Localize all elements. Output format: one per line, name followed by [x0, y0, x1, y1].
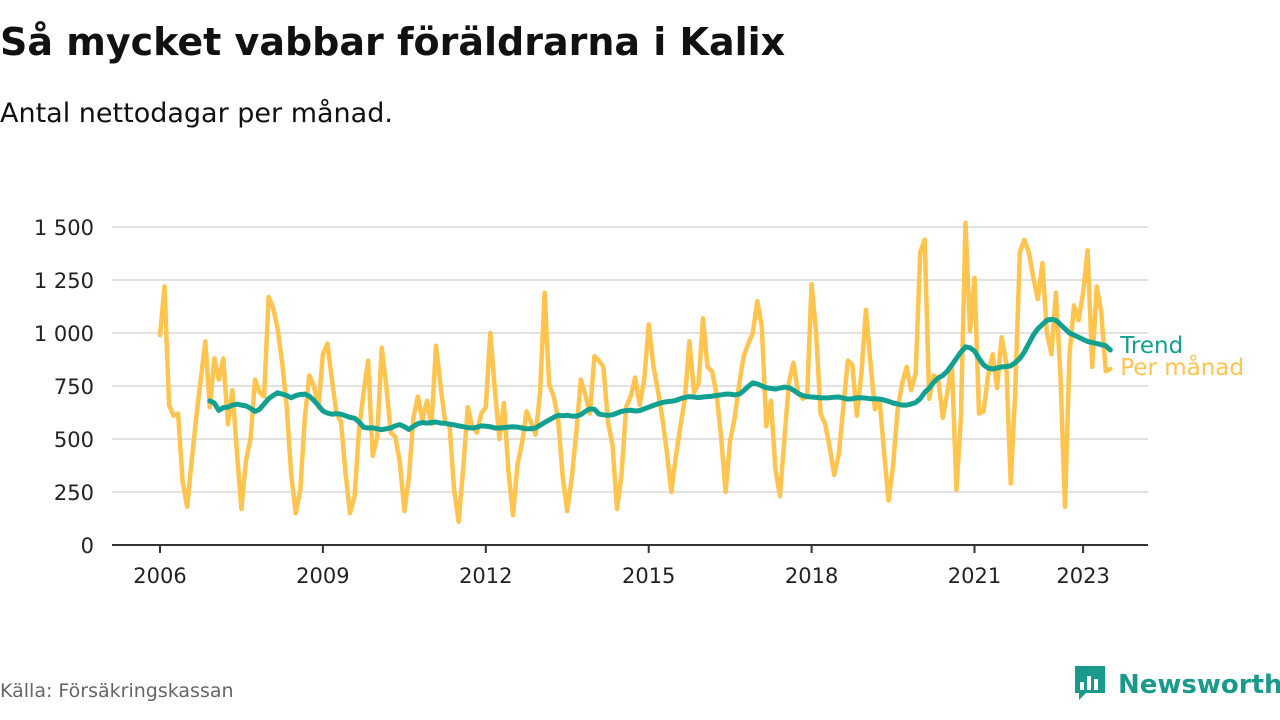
y-tick-label: 0: [81, 534, 94, 558]
bar-chart-speech-bubble-icon: [1072, 663, 1108, 707]
series-lines: [157, 220, 1113, 524]
brand-name: Newsworthy: [1118, 670, 1280, 700]
monthly-label: Per månad: [1120, 353, 1244, 381]
x-tick-label: 2012: [459, 564, 512, 588]
x-tick-label: 2009: [296, 564, 349, 588]
y-tick-label: 750: [54, 375, 94, 399]
monthly-line: [157, 220, 1113, 524]
y-tick-label: 250: [54, 481, 94, 505]
trend-label: Trend: [1119, 333, 1183, 359]
x-tick-label: 2006: [133, 564, 186, 588]
chart-subtitle: Antal nettodagar per månad.: [0, 98, 393, 129]
x-axis: 2006 2009 2012 2015 2018 2021 2023: [112, 544, 1148, 588]
y-tick-label: 1 000: [34, 322, 94, 346]
source-note: Källa: Försäkringskassan: [0, 680, 234, 702]
x-tick-label: 2021: [948, 564, 1001, 588]
trend-line: [207, 316, 1113, 433]
y-tick-label: 1 250: [34, 269, 94, 293]
x-tick-label: 2023: [1056, 564, 1109, 588]
y-tick-label: 1 500: [34, 216, 94, 240]
chart-title: Så mycket vabbar föräldrarna i Kalix: [0, 20, 786, 64]
newsworthy-logo[interactable]: Newsworthy: [1072, 664, 1280, 706]
y-axis-tick-labels: 0 250 500 750 1 000 1 250 1 500: [34, 216, 94, 558]
x-tick-label: 2015: [622, 564, 675, 588]
x-tick-label: 2018: [785, 564, 838, 588]
y-tick-label: 500: [54, 428, 94, 452]
